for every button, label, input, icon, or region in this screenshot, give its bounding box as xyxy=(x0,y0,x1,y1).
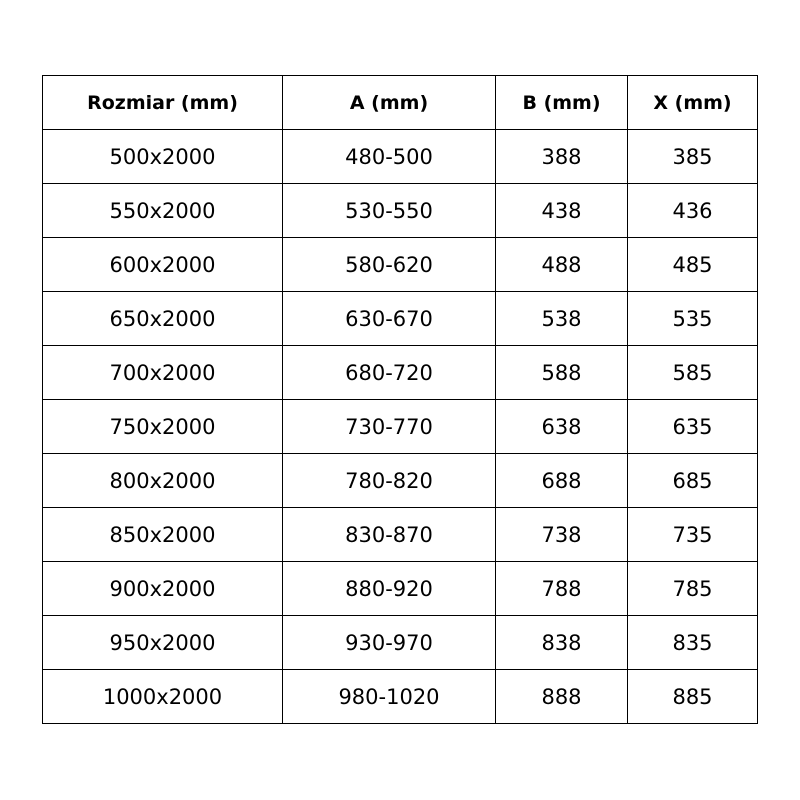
cell-size: 650x2000 xyxy=(42,291,283,346)
cell-x: 735 xyxy=(627,507,758,562)
cell-x: 585 xyxy=(627,345,758,400)
cell-size: 600x2000 xyxy=(42,237,283,292)
cell-a: 880-920 xyxy=(282,561,496,616)
cell-size: 1000x2000 xyxy=(42,669,283,724)
table-row: 900x2000 880-920 788 785 xyxy=(42,561,758,616)
cell-a: 830-870 xyxy=(282,507,496,562)
table-row: 950x2000 930-970 838 835 xyxy=(42,615,758,670)
cell-x: 685 xyxy=(627,453,758,508)
cell-a: 980-1020 xyxy=(282,669,496,724)
cell-size: 750x2000 xyxy=(42,399,283,454)
table-row: 500x2000 480-500 388 385 xyxy=(42,129,758,184)
cell-a: 480-500 xyxy=(282,129,496,184)
table-row: 600x2000 580-620 488 485 xyxy=(42,237,758,292)
cell-a: 580-620 xyxy=(282,237,496,292)
cell-size: 850x2000 xyxy=(42,507,283,562)
cell-x: 485 xyxy=(627,237,758,292)
cell-size: 500x2000 xyxy=(42,129,283,184)
cell-size: 550x2000 xyxy=(42,183,283,238)
header-x: X (mm) xyxy=(627,75,758,130)
cell-x: 635 xyxy=(627,399,758,454)
cell-a: 780-820 xyxy=(282,453,496,508)
cell-size: 950x2000 xyxy=(42,615,283,670)
cell-size: 900x2000 xyxy=(42,561,283,616)
table-row: 850x2000 830-870 738 735 xyxy=(42,507,758,562)
cell-a: 630-670 xyxy=(282,291,496,346)
cell-b: 738 xyxy=(495,507,628,562)
table-row: 750x2000 730-770 638 635 xyxy=(42,399,758,454)
cell-size: 700x2000 xyxy=(42,345,283,400)
cell-b: 588 xyxy=(495,345,628,400)
cell-a: 930-970 xyxy=(282,615,496,670)
cell-b: 838 xyxy=(495,615,628,670)
cell-b: 538 xyxy=(495,291,628,346)
cell-x: 436 xyxy=(627,183,758,238)
table-row: 800x2000 780-820 688 685 xyxy=(42,453,758,508)
cell-a: 530-550 xyxy=(282,183,496,238)
cell-size: 800x2000 xyxy=(42,453,283,508)
cell-x: 835 xyxy=(627,615,758,670)
header-b: B (mm) xyxy=(495,75,628,130)
cell-x: 885 xyxy=(627,669,758,724)
table-row: 700x2000 680-720 588 585 xyxy=(42,345,758,400)
cell-b: 688 xyxy=(495,453,628,508)
cell-b: 438 xyxy=(495,183,628,238)
size-table: Rozmiar (mm) A (mm) B (mm) X (mm) 500x20… xyxy=(42,75,758,724)
cell-x: 385 xyxy=(627,129,758,184)
header-row: Rozmiar (mm) A (mm) B (mm) X (mm) xyxy=(42,75,758,130)
header-size: Rozmiar (mm) xyxy=(42,75,283,130)
cell-x: 535 xyxy=(627,291,758,346)
cell-b: 638 xyxy=(495,399,628,454)
table-row: 1000x2000 980-1020 888 885 xyxy=(42,669,758,724)
cell-a: 730-770 xyxy=(282,399,496,454)
header-a: A (mm) xyxy=(282,75,496,130)
cell-b: 388 xyxy=(495,129,628,184)
cell-x: 785 xyxy=(627,561,758,616)
cell-b: 788 xyxy=(495,561,628,616)
cell-b: 888 xyxy=(495,669,628,724)
cell-b: 488 xyxy=(495,237,628,292)
table-row: 550x2000 530-550 438 436 xyxy=(42,183,758,238)
table-row: 650x2000 630-670 538 535 xyxy=(42,291,758,346)
cell-a: 680-720 xyxy=(282,345,496,400)
